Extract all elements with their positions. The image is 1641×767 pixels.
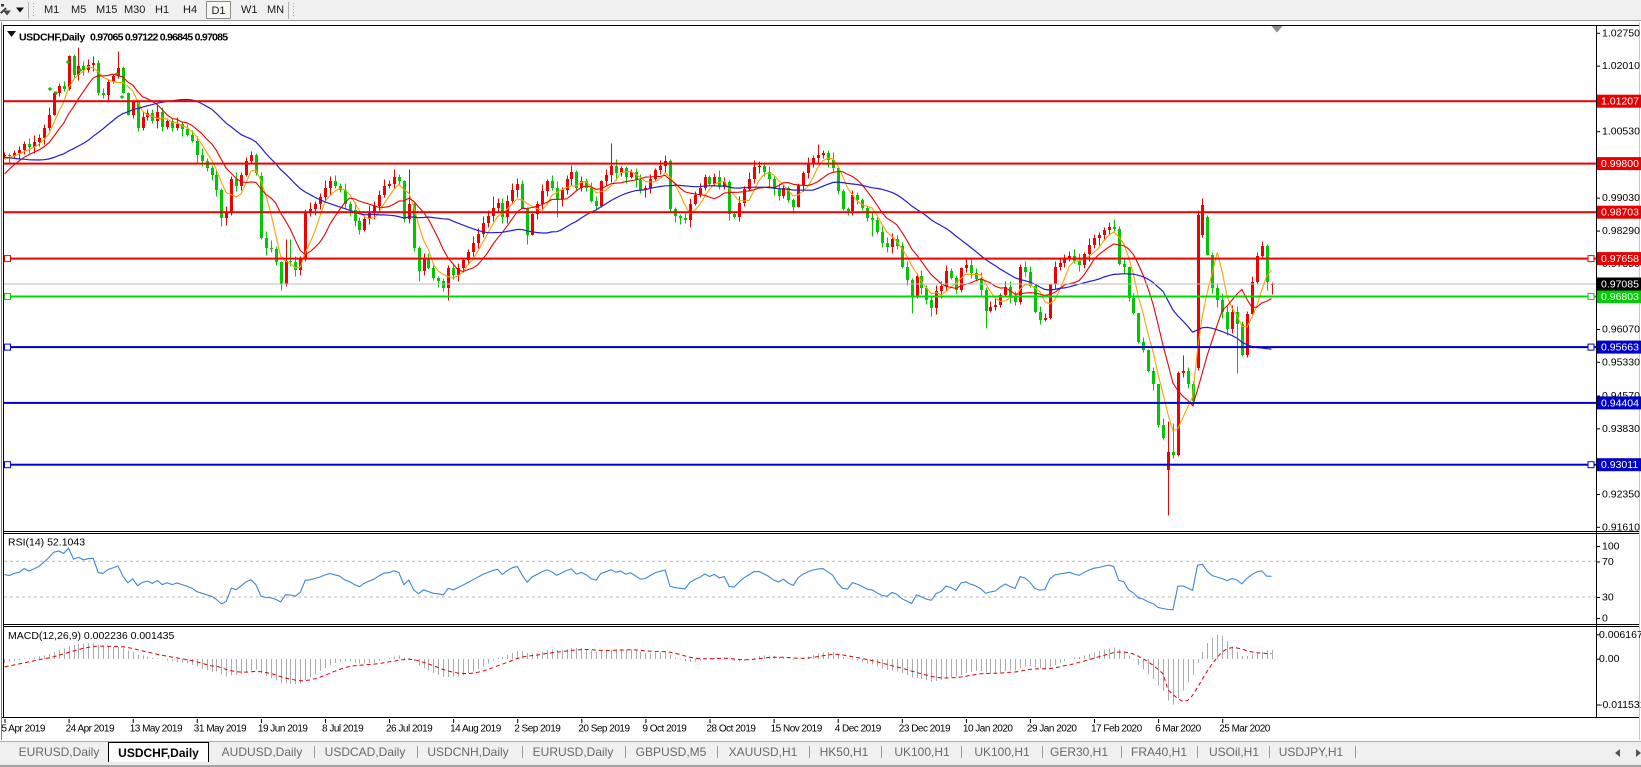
svg-text:0.93830: 0.93830	[1602, 423, 1640, 435]
svg-text:0.99800: 0.99800	[1601, 158, 1639, 170]
svg-text:0: 0	[1602, 613, 1608, 625]
svg-text:5 Apr 2019: 5 Apr 2019	[2, 724, 46, 735]
svg-text:29 Jan 2020: 29 Jan 2020	[1027, 724, 1077, 735]
svg-text:0.97658: 0.97658	[1601, 253, 1639, 265]
svg-text:0.97065 0.97122 0.96845 0.9708: 0.97065 0.97122 0.96845 0.97085	[90, 32, 228, 44]
svg-text:2 Sep 2019: 2 Sep 2019	[514, 724, 561, 735]
svg-text:13 May 2019: 13 May 2019	[130, 724, 183, 735]
svg-text:24 Apr 2019: 24 Apr 2019	[66, 724, 115, 735]
svg-text:8 Jul 2019: 8 Jul 2019	[322, 724, 364, 735]
svg-text:0.96070: 0.96070	[1602, 324, 1640, 336]
svg-text:0.99030: 0.99030	[1602, 192, 1640, 204]
svg-text:1.02010: 1.02010	[1602, 60, 1640, 72]
svg-text:0.91610: 0.91610	[1602, 521, 1640, 533]
svg-text:20 Sep 2019: 20 Sep 2019	[578, 724, 630, 735]
svg-text:1.02750: 1.02750	[1602, 27, 1640, 39]
svg-text:31 May 2019: 31 May 2019	[194, 724, 247, 735]
svg-text:0.98703: 0.98703	[1601, 207, 1639, 219]
svg-text:28 Oct 2019: 28 Oct 2019	[707, 724, 757, 735]
svg-text:1.01207: 1.01207	[1601, 96, 1639, 108]
svg-text:9 Oct 2019: 9 Oct 2019	[642, 724, 687, 735]
svg-text:25 Mar 2020: 25 Mar 2020	[1219, 724, 1271, 735]
svg-text:-0.011531: -0.011531	[1599, 699, 1641, 711]
svg-text:30: 30	[1602, 592, 1614, 604]
svg-text:0.92350: 0.92350	[1602, 489, 1640, 501]
svg-text:USDCHF,Daily: USDCHF,Daily	[19, 32, 85, 44]
svg-text:1.00530: 1.00530	[1602, 126, 1640, 138]
svg-text:0.00: 0.00	[1599, 653, 1620, 665]
svg-text:14 Aug 2019: 14 Aug 2019	[450, 724, 502, 735]
svg-text:19 Jun 2019: 19 Jun 2019	[258, 724, 308, 735]
svg-text:0.96803: 0.96803	[1601, 291, 1639, 303]
svg-text:6 Mar 2020: 6 Mar 2020	[1155, 724, 1202, 735]
svg-text:0.006167: 0.006167	[1599, 629, 1641, 641]
svg-text:17 Feb 2020: 17 Feb 2020	[1091, 724, 1143, 735]
svg-text:0.95330: 0.95330	[1602, 356, 1640, 368]
svg-text:0.94404: 0.94404	[1601, 397, 1639, 409]
svg-text:0.98290: 0.98290	[1602, 225, 1640, 237]
svg-text:26 Jul 2019: 26 Jul 2019	[386, 724, 433, 735]
svg-text:15 Nov 2019: 15 Nov 2019	[771, 724, 823, 735]
svg-text:0.97085: 0.97085	[1601, 279, 1639, 291]
svg-text:0.95663: 0.95663	[1601, 342, 1639, 354]
svg-text:4 Dec 2019: 4 Dec 2019	[835, 724, 882, 735]
svg-text:0.93011: 0.93011	[1601, 459, 1638, 471]
svg-text:100: 100	[1602, 541, 1620, 553]
svg-text:10 Jan 2020: 10 Jan 2020	[963, 724, 1013, 735]
svg-text:23 Dec 2019: 23 Dec 2019	[899, 724, 951, 735]
svg-text:70: 70	[1602, 556, 1614, 568]
svg-text:RSI(14) 52.1043: RSI(14) 52.1043	[8, 537, 85, 549]
svg-text:MACD(12,26,9) 0.002236 0.00143: MACD(12,26,9) 0.002236 0.001435	[8, 630, 175, 642]
